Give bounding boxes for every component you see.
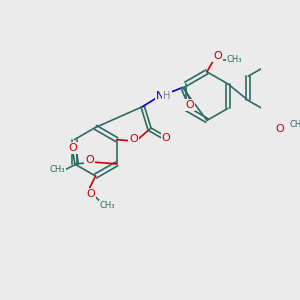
Text: O: O	[162, 133, 170, 143]
Text: O: O	[85, 155, 94, 165]
Text: CH₃: CH₃	[100, 201, 116, 210]
Text: O: O	[275, 124, 284, 134]
Text: O: O	[69, 143, 78, 153]
Text: O: O	[86, 189, 95, 199]
Text: O: O	[213, 51, 222, 61]
Text: N: N	[156, 91, 164, 101]
Text: O: O	[130, 134, 138, 144]
Text: CH₃: CH₃	[227, 55, 242, 64]
Text: CH₃: CH₃	[290, 120, 300, 129]
Text: O: O	[185, 100, 194, 110]
Text: CH₃: CH₃	[50, 165, 65, 174]
Text: H: H	[163, 91, 171, 101]
